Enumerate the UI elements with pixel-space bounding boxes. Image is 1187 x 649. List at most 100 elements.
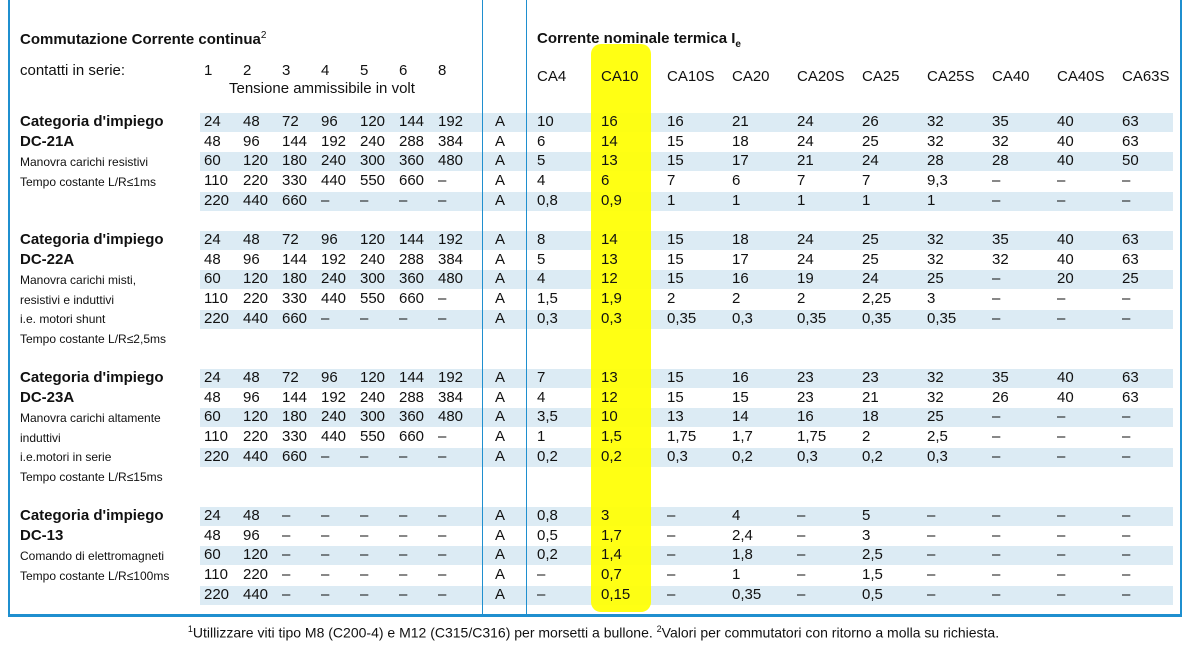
- voltage-cell: 192: [321, 250, 347, 268]
- voltage-cell: –: [282, 507, 291, 524]
- current-cell: 32: [927, 388, 944, 406]
- current-cell: 15: [667, 250, 684, 268]
- current-cell: –: [927, 546, 936, 564]
- tensione-label: Tensione ammissibile in volt: [229, 80, 415, 97]
- voltage-cell: 330: [282, 428, 308, 446]
- unit-cell: A: [495, 388, 506, 406]
- category-description: Manovra carichi altamente: [20, 411, 161, 425]
- voltage-cell: 300: [360, 152, 386, 170]
- unit-cell: A: [495, 231, 506, 248]
- footnote-text-2: Valori per commutatori con ritorno a mol…: [661, 624, 1000, 641]
- current-cell: –: [1057, 408, 1066, 426]
- voltage-cell: 240: [321, 408, 347, 426]
- current-cell: 25: [862, 231, 879, 248]
- left-title-text: Commutazione Corrente continua: [20, 31, 261, 48]
- current-cell: 25: [862, 132, 879, 150]
- current-cell: 0,35: [927, 309, 957, 327]
- current-cell: 24: [797, 231, 814, 248]
- current-cell: 63: [1122, 369, 1139, 386]
- current-cell: –: [1057, 546, 1066, 564]
- current-cell: 7: [667, 172, 676, 190]
- current-cell: –: [797, 546, 806, 564]
- unit-cell: A: [495, 172, 506, 190]
- unit-cell: A: [495, 309, 506, 327]
- current-cell: 32: [927, 132, 944, 150]
- row-band: [200, 585, 482, 605]
- voltage-cell: 384: [438, 388, 464, 406]
- category-description: Tempo costante L/R≤1ms: [20, 174, 156, 189]
- voltage-cell: –: [282, 566, 291, 584]
- row-band: [483, 507, 526, 526]
- voltage-cell: 440: [321, 290, 347, 308]
- voltage-cell: 330: [282, 172, 308, 190]
- current-cell: 16: [732, 270, 749, 288]
- model-header: CA25S: [927, 68, 975, 85]
- voltage-cell: –: [360, 309, 369, 327]
- current-cell: 24: [797, 250, 814, 268]
- current-cell: –: [927, 566, 936, 584]
- voltage-cell: 220: [204, 585, 230, 603]
- current-cell: 10: [537, 113, 554, 130]
- voltage-cell: –: [399, 585, 408, 603]
- current-cell: –: [667, 566, 676, 584]
- current-cell: 1,7: [732, 428, 753, 446]
- current-cell: –: [1057, 447, 1066, 465]
- voltage-cell: 72: [282, 369, 299, 386]
- voltage-cell: 480: [438, 152, 464, 170]
- category-title: Categoria d'impiego: [20, 507, 164, 524]
- current-cell: 15: [667, 270, 684, 288]
- current-cell: 32: [927, 231, 944, 248]
- current-cell: 24: [797, 132, 814, 150]
- voltage-cell: 440: [243, 585, 269, 603]
- voltage-cell: 360: [399, 152, 425, 170]
- current-cell: 1: [927, 191, 936, 209]
- current-cell: 0,3: [927, 447, 948, 465]
- current-cell: –: [1122, 172, 1131, 190]
- voltage-cell: 24: [204, 113, 221, 130]
- model-header: CA63S: [1122, 68, 1170, 85]
- current-cell: –: [992, 566, 1001, 584]
- current-cell: 0,9: [601, 191, 622, 209]
- model-header: CA20S: [797, 68, 845, 85]
- voltage-cell: –: [438, 309, 447, 327]
- row-band: [483, 191, 526, 211]
- row-band: [200, 507, 482, 526]
- voltage-cell: 60: [204, 270, 221, 288]
- current-cell: 5: [537, 250, 546, 268]
- current-cell: 23: [797, 369, 814, 386]
- voltage-cell: 480: [438, 408, 464, 426]
- voltage-cell: 144: [399, 369, 425, 386]
- voltage-cell: –: [321, 566, 330, 584]
- current-cell: –: [1122, 191, 1131, 209]
- current-cell: 12: [601, 270, 618, 288]
- current-cell: 0,3: [732, 309, 753, 327]
- voltage-cell: 550: [360, 172, 386, 190]
- voltage-cell: 120: [360, 369, 386, 386]
- current-cell: 15: [667, 369, 684, 386]
- current-cell: 14: [601, 132, 618, 150]
- current-cell: 13: [601, 250, 618, 268]
- voltage-cell: –: [438, 507, 447, 524]
- voltage-cell: 110: [204, 428, 228, 446]
- current-cell: 17: [732, 152, 749, 170]
- voltage-cell: –: [321, 526, 330, 544]
- voltage-cell: 240: [360, 250, 386, 268]
- current-cell: 1,75: [797, 428, 827, 446]
- voltage-cell: 192: [321, 388, 347, 406]
- voltage-cell: 220: [243, 428, 269, 446]
- current-cell: 19: [797, 270, 814, 288]
- category-description: Tempo costante L/R≤15ms: [20, 470, 163, 485]
- current-cell: 3: [862, 526, 871, 544]
- current-cell: 16: [601, 113, 618, 130]
- current-cell: 23: [862, 369, 879, 386]
- voltage-cell: 144: [399, 231, 425, 248]
- voltage-cell: 300: [360, 270, 386, 288]
- current-cell: 21: [732, 113, 749, 130]
- voltage-cell: 96: [321, 369, 338, 386]
- voltage-cell: –: [321, 309, 330, 327]
- row-band: [527, 585, 1173, 605]
- row-band: [527, 309, 1173, 329]
- current-cell: 40: [1057, 231, 1074, 248]
- voltage-cell: 288: [399, 250, 425, 268]
- voltage-cell: 660: [399, 172, 425, 190]
